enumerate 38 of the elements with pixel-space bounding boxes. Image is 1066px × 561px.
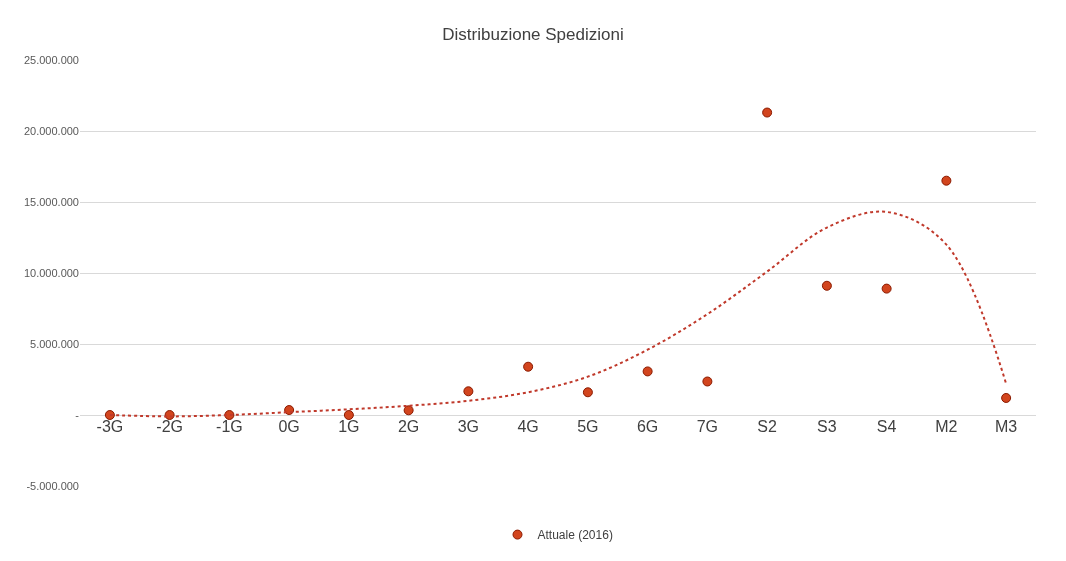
y-tick-label: 5.000.000 bbox=[30, 337, 79, 350]
y-tick-label: -5.000.000 bbox=[26, 479, 79, 492]
point bbox=[821, 280, 832, 291]
point bbox=[642, 366, 653, 377]
x-tick-label: 0G bbox=[278, 418, 300, 435]
point bbox=[702, 376, 713, 387]
y-tick-label: 25.000.000 bbox=[23, 53, 79, 66]
point bbox=[403, 405, 414, 416]
point bbox=[762, 107, 773, 118]
point bbox=[1001, 392, 1012, 403]
y-tick-label: 15.000.000 bbox=[23, 195, 79, 208]
point bbox=[523, 361, 534, 372]
x-tick-label: -2G bbox=[156, 418, 183, 435]
x-tick-label: S2 bbox=[757, 418, 778, 435]
chart-title: Distribuzione Spedizioni bbox=[442, 24, 624, 44]
x-tick-label: 1G bbox=[338, 418, 360, 435]
legend-label: Attuale (2016) bbox=[537, 528, 613, 543]
x-tick-label: 4G bbox=[517, 418, 539, 435]
x-tick-label: 5G bbox=[577, 418, 599, 435]
point bbox=[104, 410, 115, 420]
point bbox=[941, 175, 952, 186]
x-tick-label: M3 bbox=[995, 418, 1018, 435]
point bbox=[881, 283, 892, 294]
point bbox=[343, 410, 354, 420]
x-tick-label: S3 bbox=[817, 418, 837, 435]
x-tick-label: -3G bbox=[96, 418, 124, 435]
y-tick-label: 20.000.000 bbox=[23, 124, 79, 137]
y-tick-label: - bbox=[75, 408, 80, 421]
x-tick-label: S4 bbox=[876, 418, 897, 435]
point bbox=[463, 386, 474, 397]
point bbox=[582, 387, 593, 398]
x-tick-label: 6G bbox=[636, 418, 659, 435]
x-tick-label: 2G bbox=[397, 418, 420, 435]
x-tick-label: -1G bbox=[216, 418, 243, 435]
x-tick-label: M2 bbox=[935, 418, 958, 435]
y-tick-label: 10.000.000 bbox=[23, 266, 79, 279]
x-tick-label: 3G bbox=[457, 418, 480, 435]
x-tick-label: 7G bbox=[696, 418, 719, 435]
